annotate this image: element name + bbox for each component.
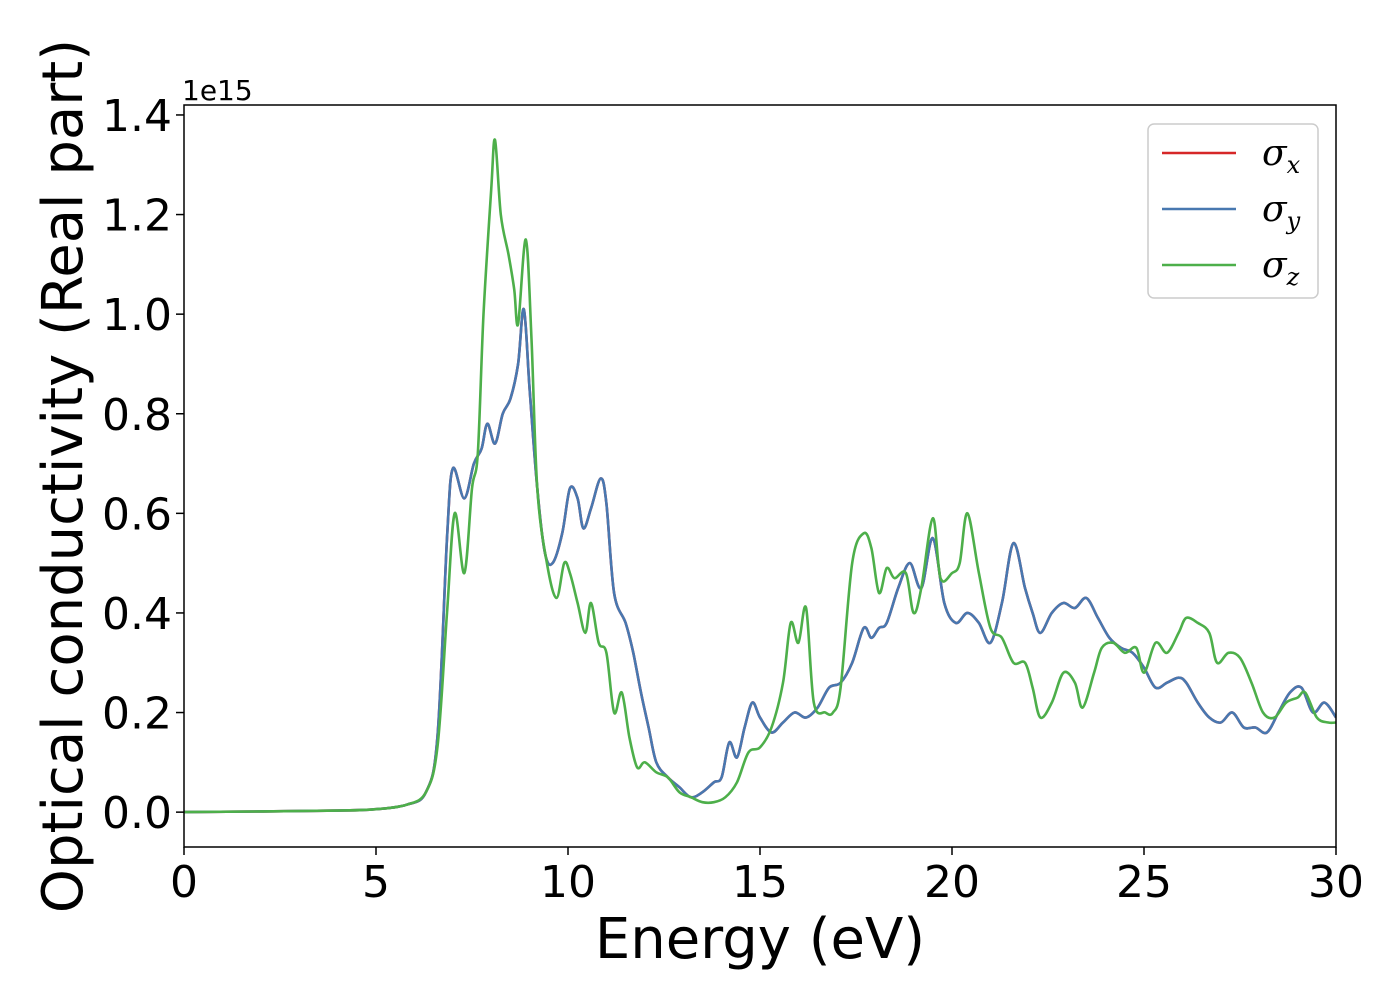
y-offset-label: 1e15 (182, 74, 253, 107)
x-axis-label: Energy (eV) (595, 907, 925, 972)
x-tick-label: 15 (732, 857, 788, 908)
x-tick-label: 25 (1116, 857, 1172, 908)
x-tick-label: 0 (170, 857, 198, 908)
y-tick-label: 1.0 (102, 290, 172, 341)
x-axis: 0 5 10 15 20 25 30 (170, 847, 1364, 908)
series-line-sigma-y (184, 307, 1336, 814)
y-axis-label: Optical conductivity (Real part) (31, 39, 96, 913)
y-tick-label: 0.4 (102, 589, 172, 640)
y-axis: 0.0 0.2 0.4 0.6 0.8 1.0 1.2 1.4 (102, 91, 184, 839)
series-line-sigma-x (184, 307, 1336, 814)
plot-lines (184, 138, 1336, 814)
y-tick-label: 1.4 (102, 91, 172, 142)
y-tick-label: 0.2 (102, 689, 172, 740)
x-tick-label: 20 (924, 857, 980, 908)
y-tick-label: 1.2 (102, 191, 172, 242)
x-tick-label: 10 (540, 857, 596, 908)
y-tick-label: 0.8 (102, 390, 172, 441)
legend-box (1147, 123, 1319, 299)
series-line-sigma-z (184, 138, 1336, 814)
y-tick-label: 0.0 (102, 788, 172, 839)
x-tick-label: 30 (1308, 857, 1364, 908)
x-tick-label: 5 (362, 857, 390, 908)
y-tick-label: 0.6 (102, 489, 172, 540)
